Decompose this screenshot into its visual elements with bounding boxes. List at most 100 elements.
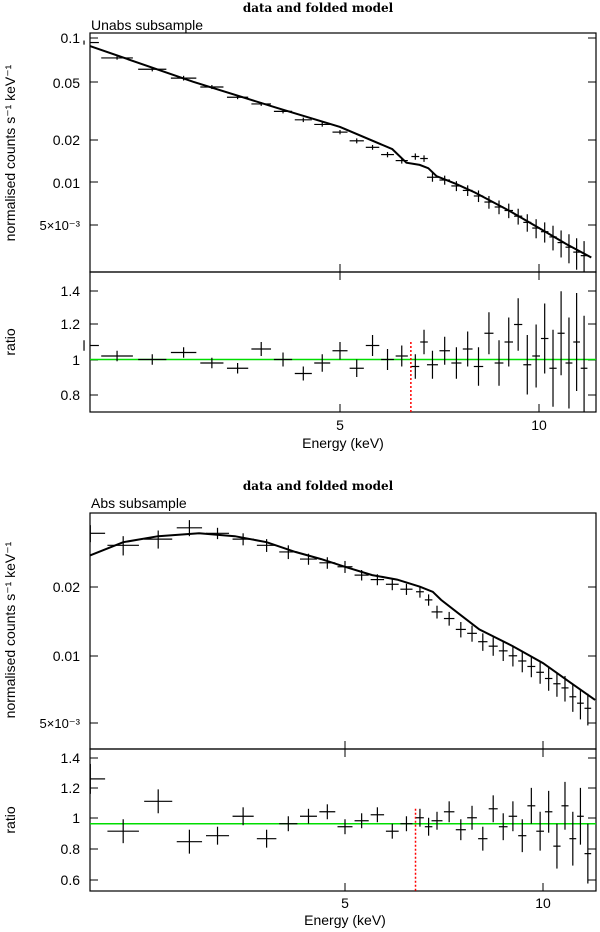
data-point: [498, 641, 508, 661]
data-point: [349, 138, 364, 144]
data-point: [256, 539, 277, 552]
data-point: [508, 646, 518, 667]
data-point: [518, 650, 527, 673]
data-point: [101, 56, 133, 60]
ratio-point: [561, 781, 569, 830]
data-point: [89, 525, 106, 543]
data-point: [385, 578, 399, 591]
bottom-subsample-label: Abs subsample: [91, 495, 187, 511]
ratio-point: [107, 819, 139, 844]
ratio-point: [144, 789, 173, 814]
data-point: [337, 560, 353, 573]
ratio-point: [557, 291, 565, 376]
ratio-point: [573, 293, 580, 391]
bottom-main-ytick-label: 0.02: [53, 579, 80, 595]
bottom-xtick-label: 5: [341, 895, 349, 911]
bottom-main-ytick-label: 5×10⁻³: [40, 716, 81, 731]
data-point: [569, 683, 577, 712]
data-point: [455, 622, 466, 638]
data-point: [540, 222, 549, 243]
data-point: [365, 144, 380, 150]
ratio-point: [536, 811, 544, 851]
data-point: [420, 155, 428, 162]
model-curve: [89, 45, 592, 259]
data-point: [557, 230, 565, 258]
ratio-point: [439, 336, 450, 365]
ratio-point: [416, 808, 424, 827]
ratio-point: [532, 324, 540, 388]
data-point: [443, 611, 455, 626]
ratio-point: [488, 795, 498, 823]
ratio-point: [549, 329, 557, 407]
ratio-point: [553, 823, 561, 869]
data-point: [431, 605, 443, 619]
ratio-point: [569, 811, 577, 866]
ratio-point: [484, 312, 494, 355]
bottom-title: data and folded model: [243, 479, 394, 493]
bottom-xtick-label: 10: [535, 895, 551, 911]
bottom-ratio-ylabel: ratio: [2, 806, 18, 833]
bottom-ratio-ytick-label: 0.6: [61, 872, 81, 888]
data-point: [439, 175, 450, 185]
data-point: [300, 553, 317, 565]
bottom-xticks: [344, 741, 544, 891]
top-xticks: [339, 264, 540, 412]
ratio-point: [504, 317, 513, 367]
bottom-figure: data and folded model Abs subsample 0.02…: [2, 479, 597, 928]
ratio-point: [544, 790, 553, 833]
data-point: [514, 208, 523, 225]
data-point: [565, 234, 573, 264]
top-ratio-frame: [89, 271, 597, 413]
data-point: [573, 238, 580, 270]
data-point: [584, 693, 592, 726]
top-ratio-ytick-label: 1: [72, 352, 80, 368]
bottom-ratio-ytick-label: 1.2: [61, 780, 81, 796]
ratio-point: [370, 807, 385, 823]
data-point: [319, 557, 336, 569]
ratio-point: [176, 829, 203, 854]
ratio-point: [420, 329, 428, 355]
bottom-main-ylabel: normalised counts s⁻¹ keV⁻¹: [2, 541, 18, 718]
bottom-main-frame: [89, 512, 597, 750]
top-main-plot: [83, 40, 592, 272]
data-point: [370, 574, 385, 586]
ratio-point: [498, 813, 508, 841]
ratio-point: [400, 816, 413, 832]
ratio-point: [584, 823, 592, 884]
data-point: [580, 241, 588, 272]
data-point: [467, 625, 477, 642]
data-point: [553, 672, 561, 697]
ratio-point: [200, 357, 224, 369]
data-point: [381, 151, 394, 158]
ratio-point: [314, 354, 331, 372]
data-point: [332, 129, 348, 135]
bottom-ratio-plot: [89, 763, 596, 891]
ratio-point: [226, 363, 249, 374]
top-main-ytick-label: 0.1: [61, 30, 81, 46]
data-point: [138, 67, 167, 72]
ratio-point: [565, 317, 573, 409]
ratio-point: [349, 359, 364, 377]
data-point: [451, 181, 462, 192]
ratio-point: [101, 350, 133, 362]
top-main-ytick-label: 5×10⁻³: [40, 218, 81, 233]
data-point: [170, 75, 197, 81]
ratio-point: [251, 342, 272, 356]
ratio-point: [462, 331, 473, 367]
data-point: [478, 633, 488, 651]
top-main-ytick-label: 0.01: [53, 175, 80, 191]
data-point: [314, 122, 331, 127]
ratio-point: [426, 350, 438, 379]
data-point: [504, 203, 513, 219]
ratio-point: [431, 811, 443, 830]
data-point: [424, 594, 433, 606]
ratio-point: [332, 342, 348, 360]
ratio-point: [89, 763, 106, 794]
ratio-point: [577, 787, 584, 845]
top-main-yticks: [90, 37, 596, 226]
data-point: [561, 675, 569, 702]
ratio-point: [365, 335, 380, 356]
top-ratio-ylabel: ratio: [2, 328, 18, 355]
bottom-ratio-ytick-label: 1: [72, 810, 80, 826]
